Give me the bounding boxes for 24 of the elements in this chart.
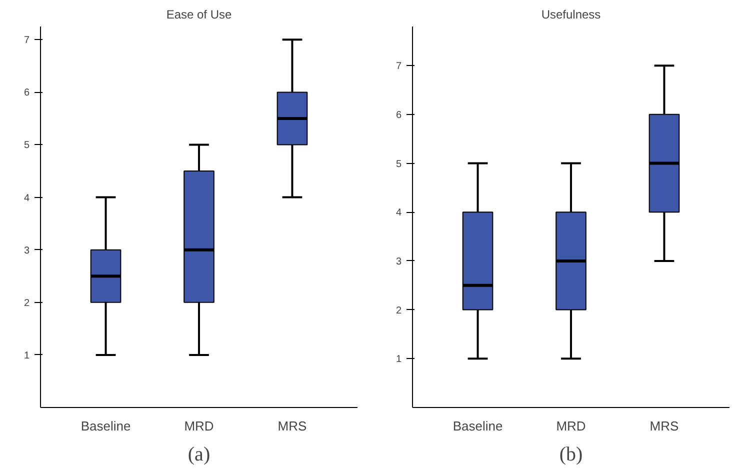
- y-tick-label: 4: [24, 192, 30, 204]
- y-tick-label: 2: [396, 305, 402, 316]
- y-tick-label: 1: [396, 354, 402, 366]
- text: (a): [188, 444, 210, 466]
- y-tick-label: 5: [396, 158, 402, 170]
- x-tick-label: Baseline: [80, 418, 131, 434]
- y-tick-label: 6: [396, 110, 402, 121]
- y-tick-label: 4: [396, 208, 402, 219]
- text: (b): [559, 444, 583, 466]
- x-tick-label: Baseline: [452, 418, 503, 434]
- y-tick-label: 7: [24, 35, 30, 46]
- x-tick-label: MRD: [184, 418, 214, 434]
- y-tick-label: 3: [396, 256, 402, 268]
- y-tick-label: 6: [24, 88, 30, 99]
- x-tick-label: MRS: [650, 418, 680, 434]
- y-tick-label: 7: [396, 61, 402, 72]
- y-tick-label: 2: [24, 298, 30, 309]
- y-tick-label: 5: [24, 140, 30, 152]
- x-tick-label: MRD: [556, 418, 586, 434]
- chart-title: Ease of Use: [166, 8, 232, 22]
- chart-title: Usefulness: [541, 8, 601, 22]
- x-tick-label: MRS: [278, 418, 308, 434]
- y-tick-label: 1: [24, 350, 30, 362]
- y-tick-label: 3: [24, 245, 30, 256]
